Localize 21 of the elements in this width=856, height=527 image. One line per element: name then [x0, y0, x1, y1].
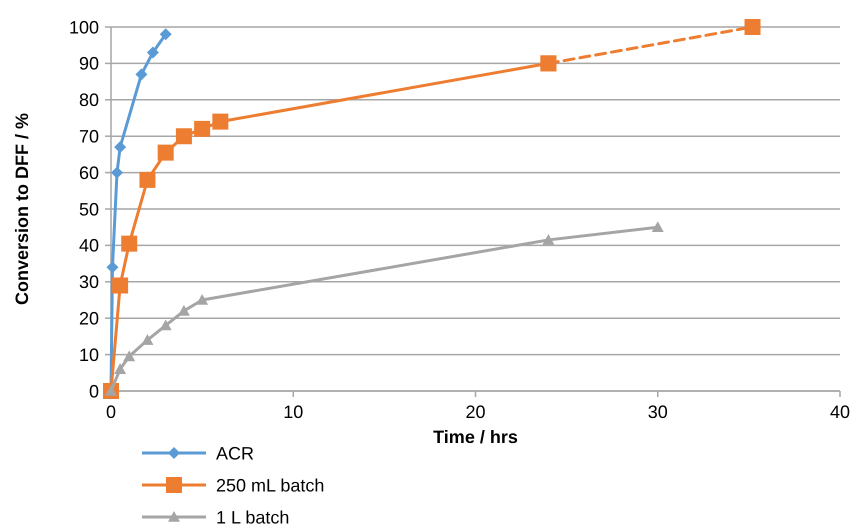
x-tick-label: 20: [465, 402, 486, 422]
y-tick-label: 40: [78, 236, 99, 256]
legend-label: 1 L batch: [216, 507, 290, 527]
x-tick-label: 10: [283, 402, 304, 422]
y-tick-label: 0: [88, 381, 99, 402]
y-tick-label: 60: [78, 162, 99, 183]
x-tick-label: 0: [106, 402, 116, 422]
y-tick-label: 80: [78, 90, 99, 110]
y-tick-label: 50: [78, 199, 99, 220]
y-tick-label: 20: [78, 308, 99, 328]
x-axis-title: Time / hrs: [433, 427, 518, 447]
y-tick-label: 30: [78, 272, 99, 292]
legend-label: 250 mL batch: [216, 475, 324, 496]
x-tick-label: 40: [830, 402, 850, 422]
x-tick-label: 30: [648, 402, 668, 422]
y-tick-label: 90: [78, 54, 99, 74]
y-tick-label: 70: [78, 126, 99, 146]
y-tick-label: 100: [68, 17, 99, 38]
y-axis-title: Conversion to DFF / %: [12, 112, 32, 306]
y-tick-label: 10: [78, 344, 99, 365]
legend-label: ACR: [216, 443, 254, 464]
